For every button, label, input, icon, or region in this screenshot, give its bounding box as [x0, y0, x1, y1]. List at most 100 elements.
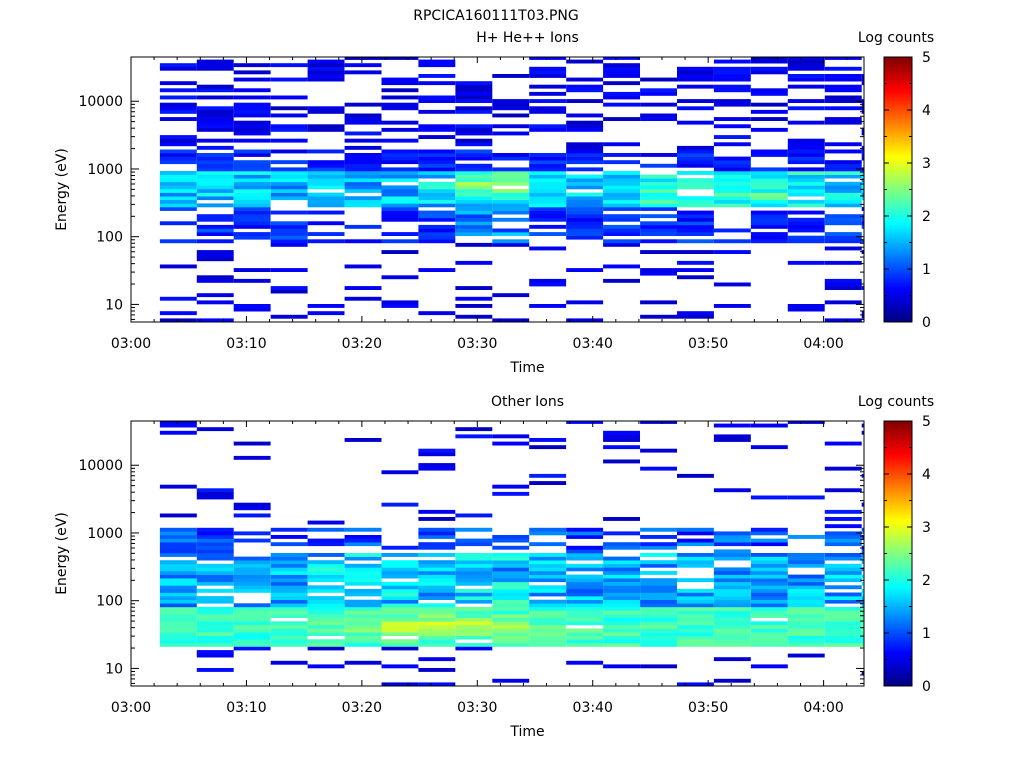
- colorbar-segment: [884, 602, 912, 605]
- colorbar-segment: [884, 253, 912, 257]
- data-cell: [713, 117, 751, 121]
- y-tick-label: 10: [105, 661, 123, 677]
- data-cell: [196, 167, 234, 172]
- colorbar-segment: [884, 555, 912, 559]
- data-cell: [677, 614, 714, 618]
- data-cell: [159, 106, 197, 111]
- colorbar-segment: [884, 244, 912, 248]
- data-cell: [787, 599, 825, 604]
- data-cell: [381, 185, 419, 190]
- data-cell: [455, 592, 493, 597]
- colorbar-segment: [884, 251, 912, 254]
- colorbar-segment: [884, 621, 912, 625]
- data-cell: [196, 124, 234, 129]
- data-cell: [455, 427, 493, 432]
- data-cell: [640, 610, 677, 615]
- data-cell: [381, 596, 419, 600]
- data-cell: [196, 650, 234, 654]
- data-cell: [529, 642, 567, 647]
- data-cell: [677, 196, 714, 201]
- data-cell: [492, 124, 530, 129]
- data-cell: [677, 632, 714, 636]
- data-cell: [566, 153, 604, 157]
- data-cell: [381, 95, 419, 100]
- data-cell: [233, 95, 271, 100]
- data-cell: [861, 642, 864, 647]
- data-cell: [233, 77, 271, 82]
- colorbar-segment: [884, 458, 912, 462]
- colorbar-segment: [884, 546, 912, 550]
- data-cell: [824, 488, 862, 493]
- data-cell: [603, 624, 640, 629]
- data-cell: [713, 167, 751, 172]
- colorbar-segment: [884, 59, 912, 62]
- data-cell: [492, 189, 530, 193]
- data-cell: [455, 588, 493, 593]
- data-cell: [270, 599, 308, 604]
- data-cell: [270, 632, 308, 636]
- data-cell: [196, 639, 234, 644]
- data-cell: [603, 185, 640, 190]
- colorbar-segment: [884, 509, 912, 512]
- data-cell: [159, 171, 197, 175]
- data-cell: [492, 174, 530, 179]
- colorbar-segment: [884, 235, 912, 239]
- data-cell: [713, 189, 751, 193]
- data-cell: [381, 189, 419, 193]
- data-cell: [603, 232, 640, 236]
- data-cell: [455, 624, 493, 629]
- data-cell: [196, 293, 234, 298]
- data-cell: [233, 63, 271, 68]
- data-cell: [750, 610, 788, 615]
- colorbar-segment: [884, 487, 912, 490]
- data-cell: [529, 189, 567, 193]
- data-cell: [344, 556, 382, 561]
- x-tick-label: 03:30: [457, 700, 497, 716]
- data-cell: [381, 81, 419, 86]
- data-cell: [307, 239, 345, 244]
- data-cell: [159, 538, 197, 543]
- data-cell: [196, 571, 234, 575]
- colorbar-segment: [884, 140, 912, 144]
- data-cell: [196, 117, 234, 121]
- data-cell: [455, 124, 493, 129]
- colorbar-segment: [884, 103, 912, 106]
- data-cell: [529, 167, 567, 172]
- data-cell: [787, 578, 825, 583]
- data-cell: [455, 581, 493, 586]
- data-cell: [344, 189, 382, 193]
- data-cell: [640, 527, 677, 532]
- data-cell: [861, 207, 864, 211]
- data-cell: [677, 538, 714, 543]
- data-cell: [270, 232, 308, 236]
- data-cell: [640, 153, 677, 157]
- data-cell: [196, 275, 234, 280]
- data-cell: [529, 207, 567, 211]
- data-cell: [787, 145, 825, 150]
- data-cell: [270, 574, 308, 579]
- colorbar-segment: [884, 447, 912, 451]
- data-cell: [159, 142, 197, 147]
- data-cell: [159, 95, 197, 100]
- data-cell: [787, 603, 825, 608]
- colorbar-segment: [884, 125, 912, 129]
- data-cell: [196, 495, 234, 500]
- data-cell: [861, 617, 864, 622]
- data-cell: [196, 232, 234, 236]
- data-cell: [750, 203, 788, 208]
- data-cell: [824, 160, 862, 165]
- x-axis-label: Time: [509, 724, 544, 740]
- data-cell: [861, 553, 864, 557]
- colorbar-segment: [884, 480, 912, 484]
- colorbar-segment: [884, 121, 912, 124]
- data-cell: [750, 232, 788, 236]
- data-cell: [344, 639, 382, 644]
- data-cell: [787, 142, 825, 147]
- data-cell: [750, 88, 788, 93]
- colorbar-segment: [884, 496, 912, 499]
- data-cell: [861, 74, 864, 78]
- colorbar-segment: [884, 280, 912, 283]
- data-cell: [381, 470, 419, 475]
